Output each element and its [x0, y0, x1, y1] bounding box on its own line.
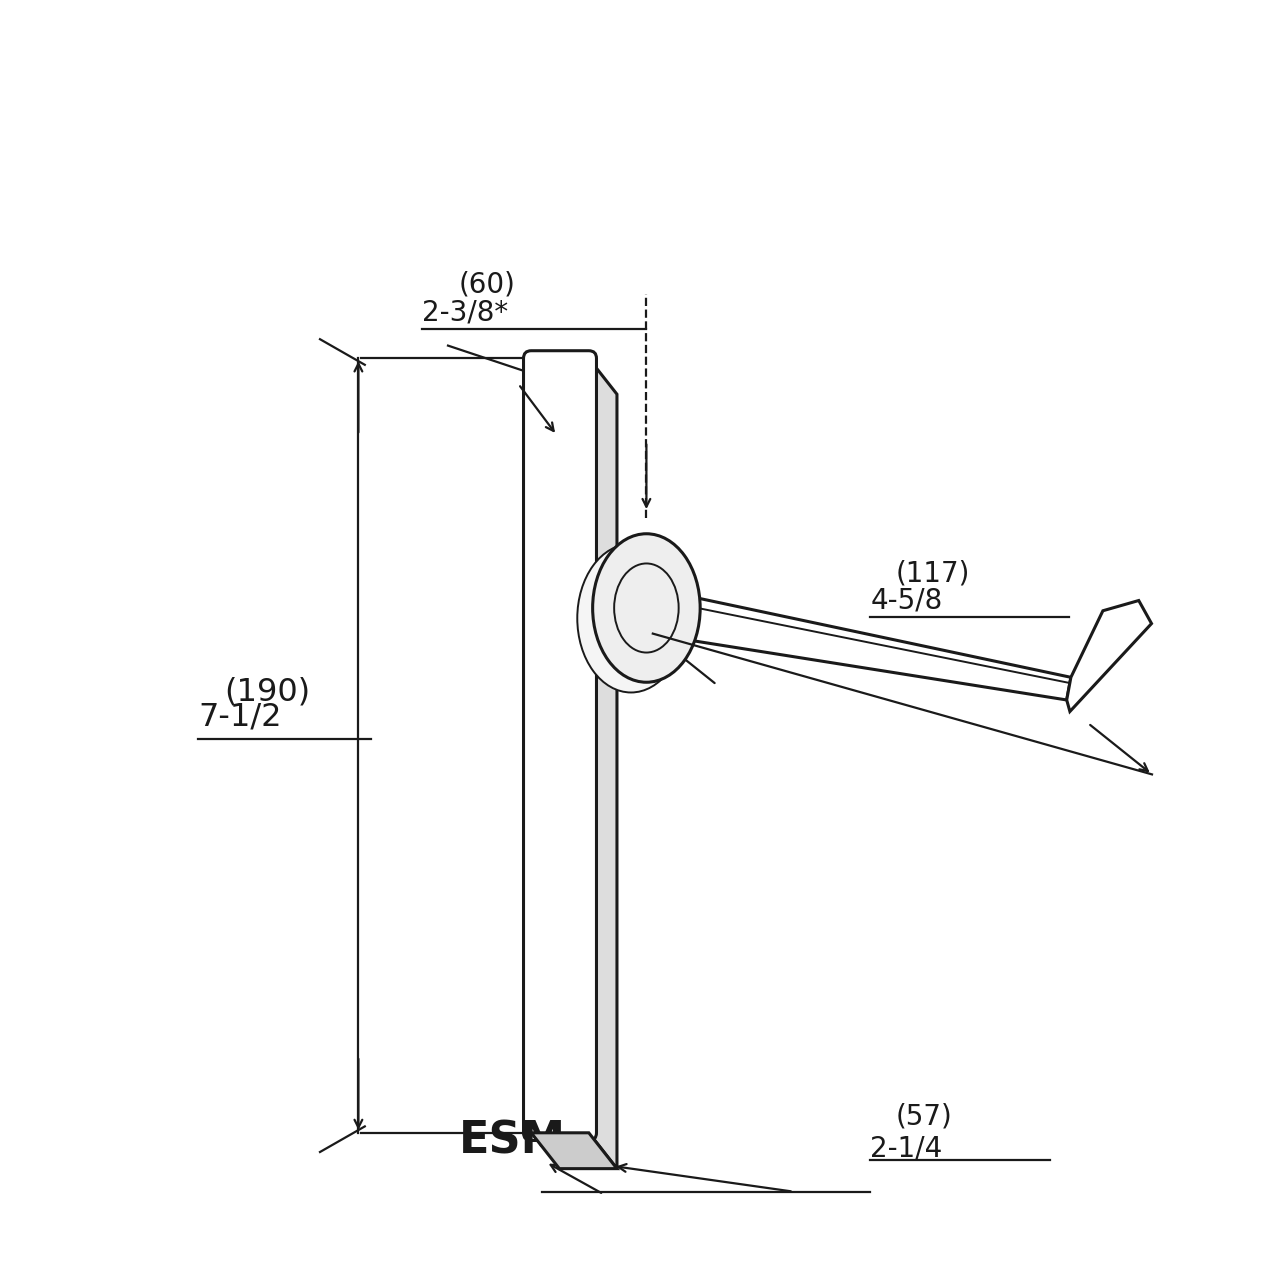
Text: (57): (57): [896, 1102, 952, 1130]
Text: 7-1/2: 7-1/2: [198, 701, 282, 732]
Text: (190): (190): [224, 676, 310, 707]
FancyBboxPatch shape: [524, 351, 596, 1140]
Text: 4-5/8: 4-5/8: [870, 586, 942, 614]
Text: (117): (117): [896, 559, 970, 588]
Polygon shape: [1066, 600, 1152, 712]
Ellipse shape: [593, 534, 700, 682]
Text: 2-1/4: 2-1/4: [870, 1134, 942, 1162]
Ellipse shape: [577, 544, 685, 692]
Text: 2-3/8*: 2-3/8*: [422, 298, 508, 326]
Polygon shape: [630, 585, 1071, 700]
Text: ESM: ESM: [458, 1120, 566, 1164]
Text: (60): (60): [458, 270, 515, 298]
Polygon shape: [589, 358, 617, 1169]
Polygon shape: [531, 1133, 617, 1169]
